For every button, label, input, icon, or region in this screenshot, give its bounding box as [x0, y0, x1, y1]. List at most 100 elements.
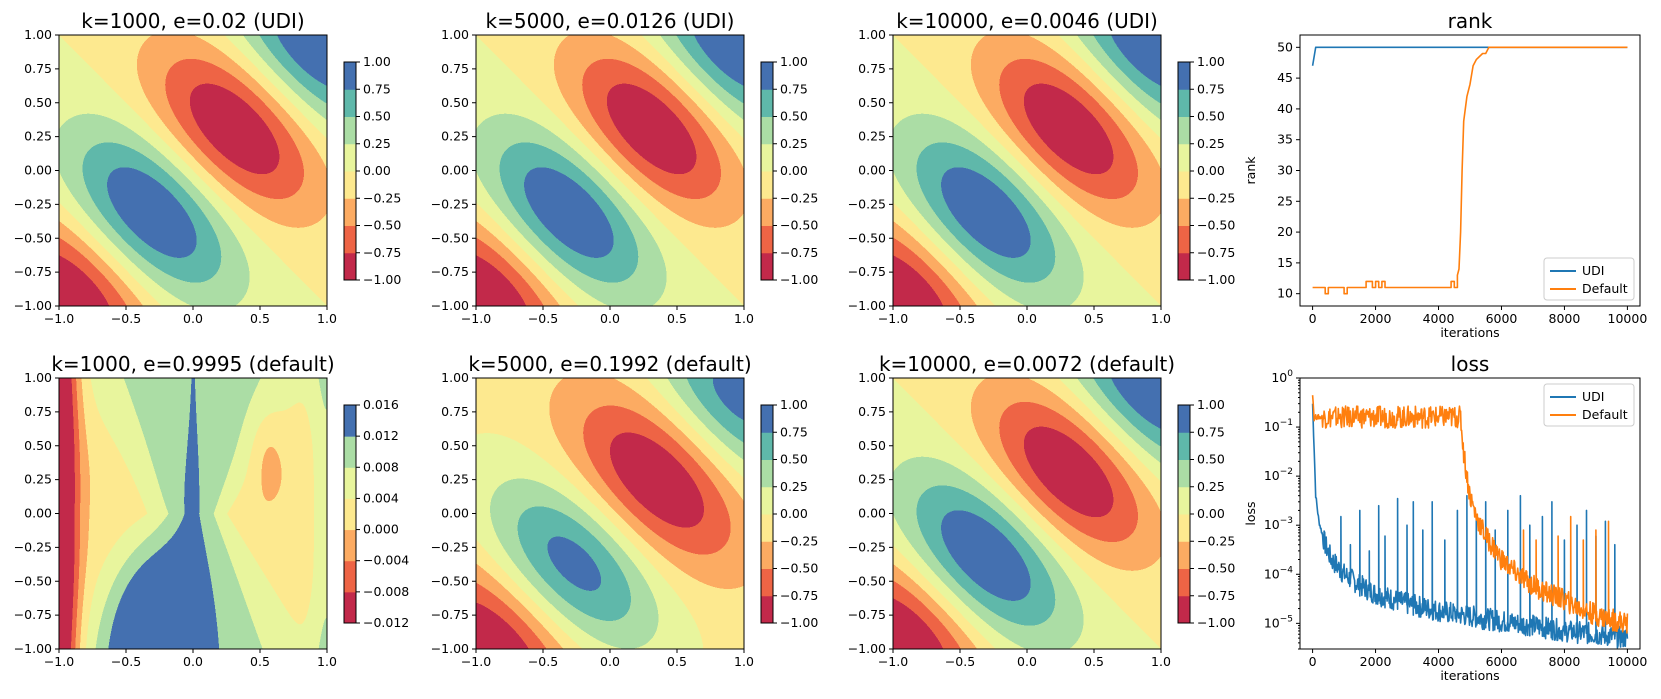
y-tick-label: 0.25 — [24, 129, 52, 144]
x-tick-label: 1.0 — [317, 654, 337, 669]
colorbar-tick-label: −1.00 — [780, 615, 818, 630]
tick-exponent: 0 — [1287, 369, 1293, 379]
colorbar-segment — [761, 198, 773, 226]
y-tick-label: 0.25 — [441, 129, 469, 144]
y-tick-label: −0.25 — [431, 196, 469, 211]
tick-base: 10 — [1264, 615, 1280, 630]
colorbar-tick-label: 0.016 — [363, 397, 399, 412]
colorbar-segment — [761, 171, 773, 199]
colorbar-tick-label: 1.00 — [780, 54, 808, 69]
colorbar-tick-label: −0.75 — [363, 245, 401, 260]
y-tick-label: 0.25 — [441, 472, 469, 487]
colorbar-tick-label: 0.75 — [780, 81, 808, 96]
x-tick-label: 0.5 — [667, 311, 687, 326]
colorbar-segment — [1178, 405, 1190, 433]
y-tick-label: 0.00 — [858, 163, 886, 178]
y-tick-label: 0.00 — [24, 506, 52, 521]
panel-title: k=1000, e=0.9995 (default) — [51, 352, 334, 376]
colorbar-segment — [344, 143, 356, 172]
y-tick-label: 35 — [1277, 132, 1293, 147]
colorbar-tick-label: 0.004 — [363, 490, 399, 505]
plot-frame — [1299, 34, 1641, 307]
colorbar-tick-label: 0.00 — [780, 506, 808, 521]
y-tick-label: 45 — [1277, 70, 1293, 85]
colorbar-tick-label: −0.012 — [363, 615, 409, 630]
colorbar-tick-label: 0.75 — [1197, 424, 1225, 439]
tick-exponent: −4 — [1280, 565, 1294, 575]
colorbar-tick-label: −0.75 — [1197, 245, 1235, 260]
contour-fill — [476, 378, 744, 649]
colorbar-segment — [344, 198, 356, 226]
x-tick-label: 0.0 — [183, 654, 203, 669]
y-tick-label: 0.25 — [858, 472, 886, 487]
x-tick-label: 10000 — [1608, 654, 1648, 669]
x-tick-label: 6000 — [1486, 654, 1518, 669]
colorbar-segment — [1178, 143, 1190, 172]
x-tick-label: 1.0 — [734, 654, 754, 669]
contour-fill — [893, 378, 1161, 649]
x-tick-label: −0.5 — [111, 311, 141, 326]
x-tick-label: 0.5 — [1084, 311, 1104, 326]
x-tick-label: 0.5 — [250, 654, 270, 669]
x-tick-label: −0.5 — [945, 311, 975, 326]
series-group — [1311, 395, 1629, 649]
x-tick-label: −1.0 — [461, 311, 491, 326]
colorbar-tick-label: 0.25 — [780, 479, 808, 494]
x-tick-label: 1.0 — [734, 311, 754, 326]
panel-title: rank — [1448, 9, 1493, 33]
colorbar-segment — [344, 467, 356, 499]
colorbar-segment — [344, 171, 356, 199]
y-tick-label: 1.00 — [441, 370, 469, 385]
y-tick-label: 10−3 — [1264, 516, 1293, 532]
colorbar-segment — [344, 560, 356, 593]
colorbar-tick-label: 0.00 — [1197, 506, 1225, 521]
colorbar-segment — [1178, 62, 1190, 90]
y-tick-label: 15 — [1277, 255, 1293, 270]
colorbar-tick-label: 0.00 — [363, 163, 391, 178]
y-tick-label: 30 — [1277, 163, 1293, 178]
colorbar-segment — [344, 116, 356, 145]
x-tick-label: 8000 — [1549, 311, 1581, 326]
colorbar-segment — [1178, 568, 1190, 597]
colorbar-tick-label: 0.012 — [363, 428, 399, 443]
x-tick-label: 0.0 — [600, 311, 620, 326]
y-tick-label: −0.50 — [14, 230, 52, 245]
y-tick-label: −1.00 — [848, 641, 886, 656]
x-tick-label: −0.5 — [111, 654, 141, 669]
y-tick-label: −0.75 — [14, 264, 52, 279]
colorbar-tick-label: −0.50 — [1197, 218, 1235, 233]
x-tick-label: 10000 — [1608, 311, 1648, 326]
y-tick-label: −0.25 — [848, 539, 886, 554]
y-tick-label: −0.25 — [431, 539, 469, 554]
series-line-default — [1311, 395, 1629, 634]
colorbar-tick-label: 0.00 — [780, 163, 808, 178]
y-tick-label: −1.00 — [431, 298, 469, 313]
y-tick-label: −0.50 — [848, 230, 886, 245]
y-tick-label: 100 — [1271, 369, 1293, 385]
colorbar-tick-label: 0.25 — [363, 136, 391, 151]
y-tick-label: 1.00 — [858, 27, 886, 42]
y-tick-label: −0.50 — [431, 573, 469, 588]
legend-label: UDI — [1582, 389, 1604, 404]
contour-panel: k=10000, e=0.0046 (UDI) −1.0 −0.5 0.0 0.5 1.0… — [848, 9, 1236, 326]
y-tick-label: 0.00 — [441, 506, 469, 521]
colorbar-segment — [344, 498, 356, 531]
y-tick-label: −0.50 — [431, 230, 469, 245]
y-tick-label: 0.50 — [441, 95, 469, 110]
colorbar-segment — [1178, 432, 1190, 460]
y-tick-label: 0.50 — [24, 438, 52, 453]
colorbar-tick-label: −0.25 — [1197, 190, 1235, 205]
x-tick-label: −0.5 — [528, 654, 558, 669]
x-tick-label: 0.0 — [1017, 654, 1037, 669]
tick-base: 10 — [1264, 517, 1280, 532]
contour-fill — [59, 378, 327, 649]
y-axis-label: rank — [1243, 156, 1258, 185]
colorbar-tick-label: 1.00 — [780, 397, 808, 412]
legend-label: UDI — [1582, 263, 1604, 278]
y-tick-label: −0.25 — [14, 539, 52, 554]
x-tick-label: 2000 — [1360, 654, 1392, 669]
colorbar-tick-label: 0.25 — [780, 136, 808, 151]
y-tick-label: 1.00 — [441, 27, 469, 42]
colorbar-segment — [1178, 514, 1190, 542]
